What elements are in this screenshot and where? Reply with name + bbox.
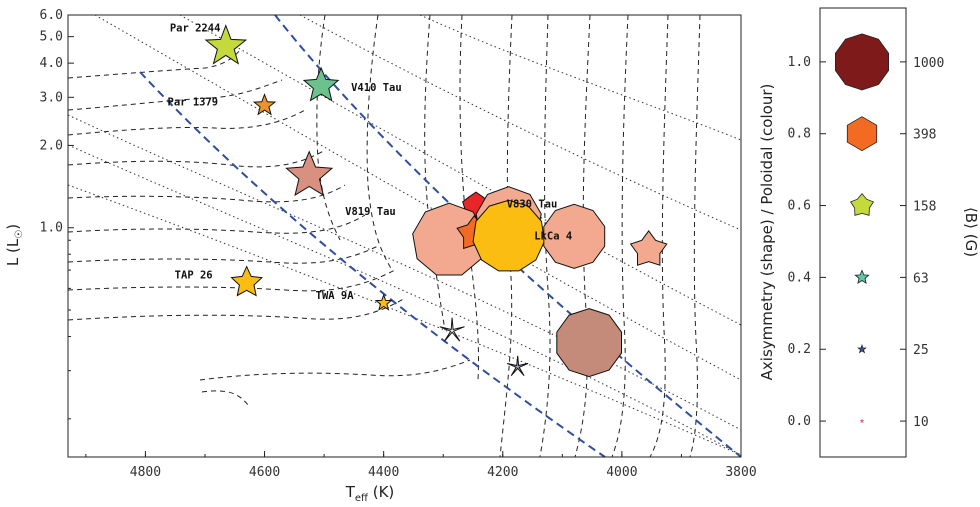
plot-frame [67, 14, 742, 458]
x-axis-title: Teff (K) [345, 483, 395, 504]
evolutionary-track [67, 214, 366, 234]
star-marker [374, 293, 393, 311]
evolutionary-track [539, 14, 551, 458]
isochrone [299, 14, 742, 231]
legend-axis-ticks: 0.0 0.2 0.4 0.6 0.8 1.0 [788, 55, 906, 429]
star-label: V819 Tau [345, 206, 396, 218]
star-marker [556, 308, 622, 378]
y-tick-label: 6.0 [40, 8, 63, 23]
isochrones [67, 14, 742, 456]
y-tick-label: 3.0 [40, 90, 63, 105]
boundary-line [139, 71, 606, 458]
legend-right-title: ⟨B⟩ (G) [962, 207, 980, 257]
y-axis-title: L (L☉) [4, 224, 25, 266]
evolutionary-track [611, 14, 629, 458]
legend-markers [835, 33, 889, 424]
star-marker [204, 24, 248, 65]
legend-tick-label: 0.4 [788, 270, 812, 285]
legend-field-label: 10 [913, 415, 929, 430]
y-tick-label: 1.0 [40, 221, 63, 236]
legend-tick-label: 0.0 [788, 414, 811, 429]
star-label: TWA 9A [316, 290, 355, 302]
evolutionary-track [67, 109, 306, 136]
evolutionary-track [574, 14, 591, 458]
legend-marker [846, 116, 878, 152]
legend-field-label: 1000 [913, 56, 944, 71]
y-tick-label: 4.0 [40, 56, 63, 71]
legend-tick-label: 0.2 [788, 342, 811, 357]
star-marker [302, 66, 340, 102]
x-tick-label: 4600 [249, 465, 280, 480]
evolutionary-track [649, 14, 669, 458]
legend-field-label: 158 [913, 200, 936, 215]
star-marker [543, 203, 606, 269]
legend-tick-label: 0.8 [788, 127, 811, 142]
y-tick-label: 5.0 [40, 30, 63, 45]
evolutionary-track [316, 14, 341, 241]
legend-field-labels: 1000 398 158 63 25 10 [913, 56, 944, 430]
star-marker [439, 317, 465, 342]
star-label: TAP 26 [175, 270, 213, 282]
legend-marker [835, 33, 889, 91]
evolutionary-track [424, 14, 446, 331]
isochrone [67, 144, 742, 456]
legend-field-label: 63 [913, 271, 929, 286]
evolutionary-track [199, 359, 471, 381]
evolutionary-track [67, 149, 326, 168]
x-tick-label: 4400 [368, 465, 399, 480]
evolutionary-track [67, 244, 381, 264]
plot-area [68, 15, 741, 457]
star-labels: Par 2244 V410 Tau Par 1379 V830 Tau V819 Tau… [168, 23, 573, 303]
legend-field-label: 25 [913, 343, 929, 358]
legend-marker [854, 269, 870, 284]
x-tick-label: 3800 [725, 465, 756, 480]
legend-colorbar: 0.0 0.2 0.4 0.6 0.8 1.0 1000 398 158 63 25 10 Axis… [758, 7, 980, 458]
legend-field-label: 398 [913, 128, 936, 143]
star-marker [285, 150, 334, 197]
evolutionary-track [67, 184, 346, 203]
hr-diagram: Par 2244 V410 Tau Par 1379 V830 Tau V819 Tau… [4, 8, 757, 504]
x-tick-label: 4200 [487, 465, 518, 480]
star-label: V410 Tau [351, 82, 402, 94]
evolutionary-track [67, 79, 283, 111]
y-axis-ticks: 1.0 2.0 3.0 4.0 5.0 6.0 [40, 8, 74, 420]
legend-y-title: Axisymmetry (shape) / Poloidal (colour) [758, 84, 776, 381]
x-axis-ticks: 4800 4600 4400 4200 4000 3800 [85, 451, 757, 480]
isochrone [94, 14, 742, 381]
star-markers [204, 24, 668, 378]
evolutionary-track [201, 390, 249, 406]
legend-tick-label: 0.6 [788, 199, 811, 214]
legend-tick-label: 1.0 [788, 55, 811, 70]
legend-marker [857, 343, 867, 354]
star-label: Par 2244 [170, 23, 221, 35]
x-tick-label: 4000 [606, 465, 637, 480]
x-tick-label: 4800 [130, 465, 161, 480]
star-marker [629, 230, 668, 266]
y-tick-label: 2.0 [40, 138, 63, 153]
isochrone [179, 14, 742, 326]
evolutionary-track [67, 269, 396, 292]
evolutionary-track [689, 14, 701, 458]
star-label: LkCa 4 [534, 230, 572, 242]
legend-marker [859, 418, 865, 424]
star-marker [506, 355, 529, 377]
star-marker [252, 93, 277, 116]
star-marker [230, 265, 264, 297]
legend-marker [849, 192, 875, 216]
star-label: Par 1379 [168, 96, 219, 108]
star-marker [472, 199, 545, 272]
evolutionary-track [67, 49, 241, 79]
star-label: V830 Tau [507, 199, 558, 211]
